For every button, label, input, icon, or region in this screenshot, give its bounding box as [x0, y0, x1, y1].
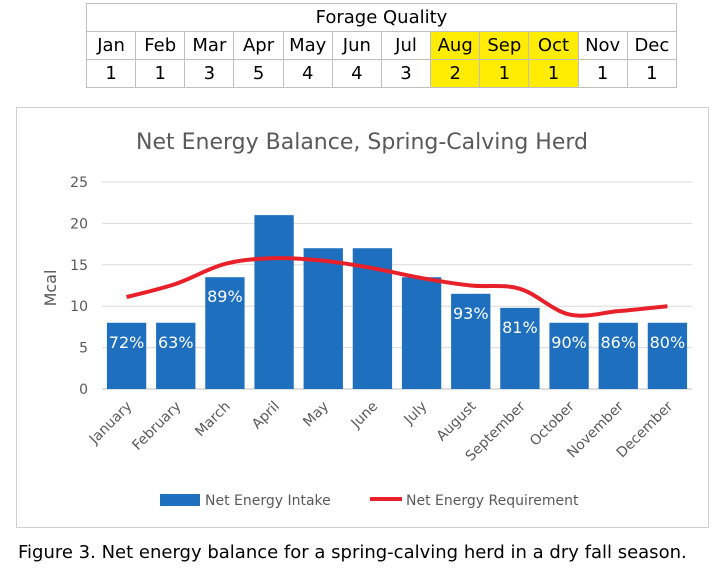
- bar-label: 90%: [551, 333, 587, 352]
- gridlines: [102, 181, 692, 390]
- forage-quality-title: Forage Quality: [86, 3, 677, 32]
- month-header: Aug: [430, 31, 481, 60]
- y-tick-label: 5: [79, 341, 88, 357]
- month-header: Feb: [135, 31, 186, 60]
- forage-score: 2: [430, 59, 481, 88]
- forage-score: 3: [184, 59, 235, 88]
- x-tick-label: October: [527, 398, 578, 449]
- bar-label: 81%: [502, 318, 538, 337]
- bar-label: 63%: [158, 333, 194, 352]
- month-header: Mar: [184, 31, 235, 60]
- month-header: Dec: [626, 31, 678, 60]
- x-tick-label: January: [86, 399, 136, 449]
- forage-score: 1: [479, 59, 530, 88]
- x-tick-label: April: [249, 399, 283, 433]
- month-header: Sep: [479, 31, 530, 60]
- bar-label: 89%: [207, 287, 243, 306]
- bar-february: [156, 322, 196, 389]
- forage-score: 5: [233, 59, 284, 88]
- month-header: Nov: [577, 31, 628, 60]
- y-tick-label: 25: [70, 175, 88, 191]
- month-header: Jun: [331, 31, 382, 60]
- x-tick-label: May: [300, 399, 332, 431]
- bar-label: 80%: [650, 333, 686, 352]
- y-tick-label: 15: [70, 258, 88, 274]
- bar-march: [205, 277, 245, 389]
- y-axis-title: Mcal: [41, 270, 60, 307]
- bar-july: [401, 277, 442, 389]
- forage-score: 1: [577, 59, 628, 88]
- bar-label: 93%: [453, 304, 489, 323]
- bar-label: 86%: [600, 333, 636, 352]
- line-series: [126, 256, 668, 318]
- bar-november: [598, 322, 638, 389]
- x-tick-label: August: [434, 398, 480, 444]
- x-tick-label: June: [348, 399, 382, 433]
- chart-title: Net Energy Balance, Spring-Calving Herd: [136, 130, 588, 155]
- energy-balance-chart: Net Energy Balance, Spring-Calving Herd …: [41, 130, 692, 509]
- forage-score: 3: [380, 59, 432, 88]
- legend: Net Energy Intake Net Energy Requirement: [160, 493, 579, 509]
- y-tick-labels: 0 5 10 15 20 25: [70, 175, 88, 398]
- forage-score: 4: [331, 59, 382, 88]
- bar-labels: 72% 63% 89% 93% 81% 90% 86% 80%: [109, 287, 685, 352]
- bar-august: [451, 293, 491, 389]
- month-header: Oct: [528, 31, 579, 60]
- x-tick-label: February: [129, 399, 184, 454]
- bar-december: [647, 322, 688, 389]
- figure-caption: Figure 3. Net energy balance for a sprin…: [18, 542, 687, 563]
- bar-april: [254, 215, 294, 389]
- bar-label: 72%: [109, 333, 145, 352]
- y-tick-label: 10: [70, 299, 88, 315]
- bar-may: [303, 248, 343, 389]
- forage-score: 1: [626, 59, 678, 88]
- forage-score: 1: [528, 59, 579, 88]
- month-header: Apr: [233, 31, 284, 60]
- forage-month-row: Jan Feb Mar Apr May Jun Jul Aug Sep Oct Nov Dec: [85, 31, 678, 60]
- requirement-line: [126, 256, 668, 318]
- chart-container: Net Energy Balance, Spring-Calving Herd …: [16, 107, 709, 528]
- legend-label-requirement: Net Energy Requirement: [406, 493, 579, 509]
- x-tick-label: July: [401, 399, 431, 429]
- bar-october: [549, 322, 589, 389]
- forage-quality-table: Forage Quality Jan Feb Mar Apr May Jun Jul Aug S…: [85, 3, 678, 88]
- y-tick-label: 0: [79, 382, 88, 398]
- bar-september: [500, 307, 540, 389]
- forage-score: 1: [135, 59, 186, 88]
- month-header: May: [282, 31, 333, 60]
- bar-january: [106, 322, 147, 389]
- legend-swatch-intake: [160, 494, 200, 506]
- month-header: Jul: [380, 31, 432, 60]
- month-header: Jan: [85, 31, 137, 60]
- bar-series: [106, 215, 688, 389]
- forage-score: 1: [85, 59, 137, 88]
- y-tick-label: 20: [70, 216, 88, 232]
- forage-score: 4: [282, 59, 333, 88]
- x-tick-label: March: [192, 399, 233, 440]
- legend-label-intake: Net Energy Intake: [205, 493, 331, 509]
